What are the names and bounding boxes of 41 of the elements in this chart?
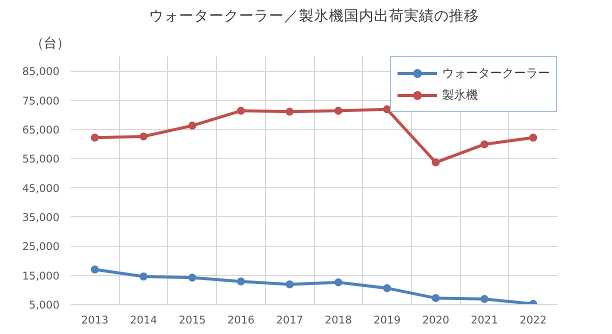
x-tick-label: 2015	[178, 314, 206, 326]
point	[236, 277, 245, 286]
legend-label: 製氷機	[442, 86, 478, 104]
y-tick-label: 35,000	[22, 210, 60, 224]
x-tick-label: 2013	[81, 314, 108, 326]
y-tick-label: 5,000	[28, 298, 60, 312]
point	[480, 294, 488, 303]
point	[432, 294, 440, 302]
x-tick-label: 2014	[130, 314, 158, 326]
y-axis-title: （台）	[30, 36, 70, 52]
point	[334, 106, 342, 115]
point	[188, 274, 196, 282]
y-tick-label: 55,000	[22, 152, 60, 166]
y-tick-label: 85,000	[22, 65, 60, 78]
point	[90, 134, 99, 142]
point	[334, 278, 342, 286]
x-tick-label: 2018	[324, 314, 352, 326]
point	[529, 134, 538, 142]
point	[188, 122, 196, 130]
point	[90, 265, 99, 274]
y-tick-label: 25,000	[22, 240, 60, 254]
chart-title: ウォータークーラー／製氷機国内出荷実績の推移	[149, 8, 479, 24]
point	[480, 140, 488, 148]
legend-label: ウォータークーラー	[442, 64, 550, 82]
point	[286, 280, 294, 288]
x-tick-label: 2016	[227, 314, 255, 326]
y-tick-label: 15,000	[22, 269, 60, 282]
point	[140, 132, 148, 140]
point	[140, 272, 148, 280]
point	[236, 106, 245, 115]
x-tick-label: 2019	[373, 314, 401, 326]
x-tick-label: 2021	[470, 314, 498, 326]
y-tick-label: 75,000	[22, 94, 60, 108]
point	[286, 108, 294, 116]
y-tick-label: 65,000	[22, 123, 60, 136]
x-tick-label: 2020	[422, 314, 450, 326]
x-tick-label: 2017	[276, 314, 304, 326]
x-tick-label: 2022	[520, 314, 547, 326]
y-tick-label: 45,000	[22, 182, 60, 195]
point	[383, 284, 392, 292]
point	[432, 158, 440, 166]
